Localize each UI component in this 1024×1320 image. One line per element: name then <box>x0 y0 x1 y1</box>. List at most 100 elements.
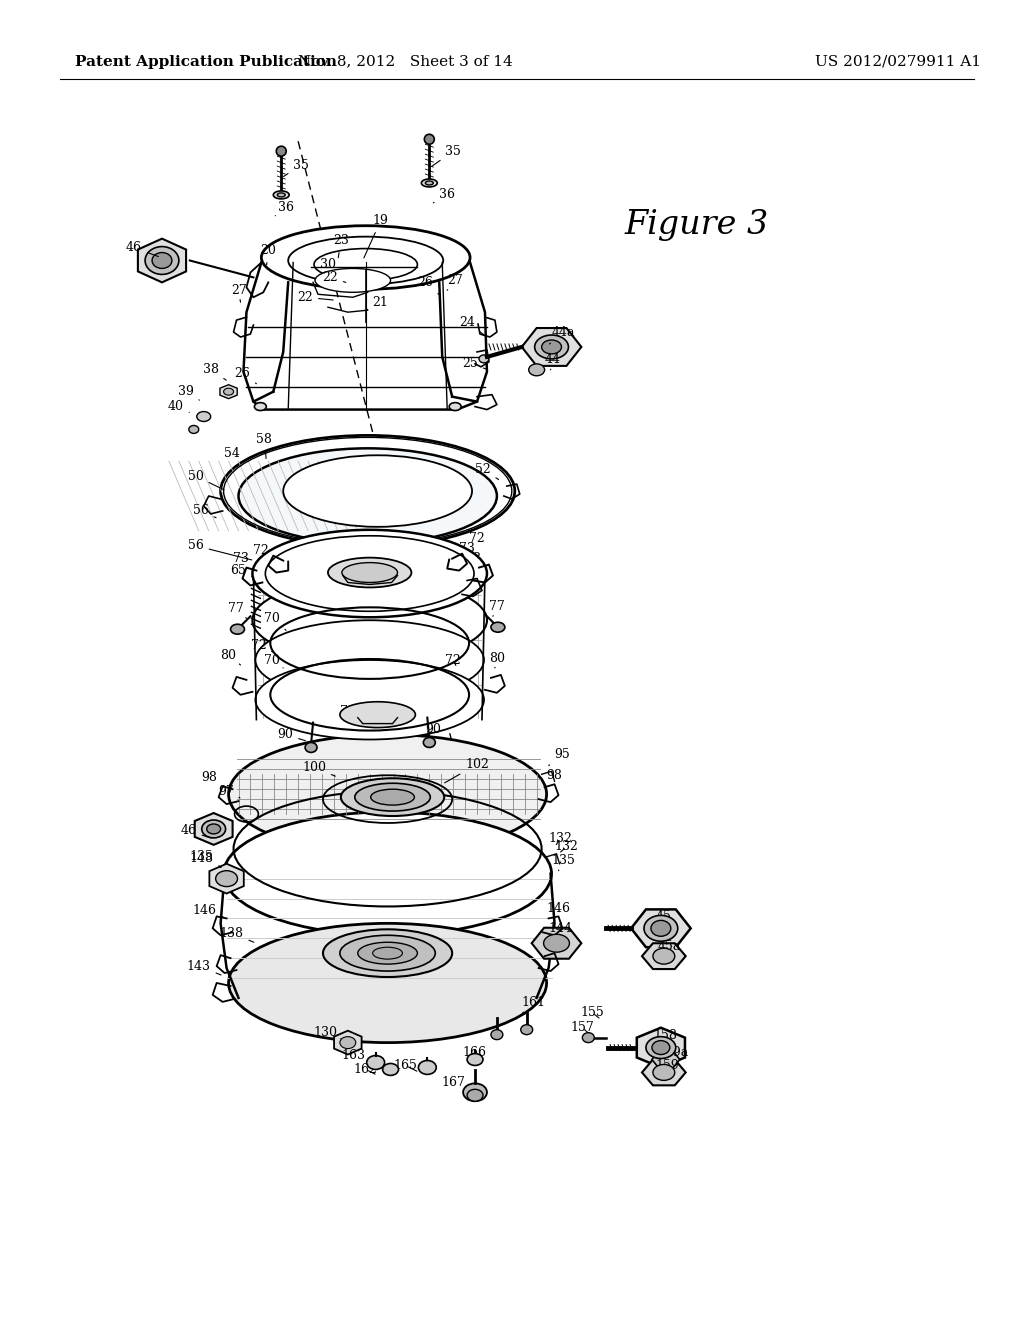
Text: 90: 90 <box>425 723 441 737</box>
Text: 35: 35 <box>284 158 309 177</box>
Text: 102: 102 <box>444 758 489 783</box>
Ellipse shape <box>239 449 497 544</box>
Text: 22: 22 <box>323 271 346 284</box>
Polygon shape <box>334 1031 361 1055</box>
Polygon shape <box>637 1028 685 1068</box>
Text: 162: 162 <box>353 1063 378 1076</box>
Ellipse shape <box>230 624 245 634</box>
Text: 80: 80 <box>220 648 241 665</box>
Text: 30: 30 <box>321 257 336 271</box>
Ellipse shape <box>354 783 430 810</box>
Text: 158: 158 <box>654 1030 678 1043</box>
Text: 65: 65 <box>230 564 254 577</box>
Polygon shape <box>195 813 232 845</box>
Text: 24: 24 <box>459 315 484 335</box>
Ellipse shape <box>216 871 238 887</box>
Text: 100: 100 <box>302 760 335 776</box>
Ellipse shape <box>425 181 433 185</box>
Ellipse shape <box>228 924 547 1043</box>
Text: 46: 46 <box>126 242 159 256</box>
Ellipse shape <box>228 734 547 854</box>
Ellipse shape <box>342 562 397 582</box>
Ellipse shape <box>305 742 317 752</box>
Ellipse shape <box>340 936 435 972</box>
Ellipse shape <box>521 1024 532 1035</box>
Ellipse shape <box>652 1040 670 1055</box>
Polygon shape <box>631 909 690 948</box>
Text: 38: 38 <box>203 363 226 380</box>
Text: 78: 78 <box>340 705 367 718</box>
Text: 21: 21 <box>366 296 388 310</box>
Text: 20: 20 <box>260 244 276 265</box>
Ellipse shape <box>340 1036 355 1048</box>
Text: 138: 138 <box>219 927 254 942</box>
Text: 40: 40 <box>168 400 189 413</box>
Text: 19: 19 <box>364 214 388 257</box>
Text: 78: 78 <box>465 552 481 569</box>
Polygon shape <box>642 1060 686 1085</box>
Ellipse shape <box>421 180 437 187</box>
Ellipse shape <box>253 529 487 618</box>
Polygon shape <box>209 863 244 894</box>
Text: 148: 148 <box>189 853 221 867</box>
Ellipse shape <box>535 335 568 359</box>
Polygon shape <box>652 1051 680 1068</box>
Ellipse shape <box>419 1060 436 1074</box>
Ellipse shape <box>423 738 435 747</box>
Text: 36: 36 <box>275 202 294 215</box>
Text: 72: 72 <box>251 639 273 652</box>
Ellipse shape <box>276 147 287 156</box>
Ellipse shape <box>255 660 484 739</box>
Text: 23: 23 <box>333 234 349 257</box>
Text: 161: 161 <box>522 997 546 1012</box>
Ellipse shape <box>463 1084 487 1101</box>
Ellipse shape <box>357 942 418 964</box>
Ellipse shape <box>467 1089 483 1101</box>
Polygon shape <box>642 944 686 969</box>
Text: 146: 146 <box>547 902 570 919</box>
Ellipse shape <box>202 820 225 838</box>
Text: 46: 46 <box>181 825 211 838</box>
Text: 157: 157 <box>570 1022 594 1034</box>
Text: 72: 72 <box>462 532 484 548</box>
Ellipse shape <box>490 622 505 632</box>
Ellipse shape <box>383 1064 398 1076</box>
Text: 54: 54 <box>223 446 240 467</box>
Text: 26: 26 <box>418 276 440 296</box>
Ellipse shape <box>341 779 444 816</box>
Ellipse shape <box>152 252 172 268</box>
Ellipse shape <box>490 1030 503 1040</box>
Ellipse shape <box>373 948 402 960</box>
Text: 22: 22 <box>297 290 333 304</box>
Text: 67: 67 <box>462 560 478 572</box>
Ellipse shape <box>273 191 289 199</box>
Text: 163: 163 <box>342 1049 370 1063</box>
Ellipse shape <box>328 557 412 587</box>
Text: 144: 144 <box>549 921 572 939</box>
Polygon shape <box>522 329 582 366</box>
Text: US 2012/0279911 A1: US 2012/0279911 A1 <box>815 54 981 69</box>
Text: 70: 70 <box>264 653 284 668</box>
Text: 35: 35 <box>431 145 461 166</box>
Ellipse shape <box>261 226 470 289</box>
Text: 44: 44 <box>545 354 560 370</box>
Text: 45a: 45a <box>657 940 681 953</box>
Ellipse shape <box>371 789 415 805</box>
Text: 73: 73 <box>232 552 256 568</box>
Ellipse shape <box>220 436 515 546</box>
Text: 159: 159 <box>656 1059 680 1072</box>
Text: 36: 36 <box>433 189 456 203</box>
Text: 159a: 159a <box>657 1045 689 1059</box>
Text: 27: 27 <box>230 284 247 302</box>
Ellipse shape <box>255 620 484 700</box>
Ellipse shape <box>315 268 390 292</box>
Text: 56: 56 <box>187 539 252 560</box>
Ellipse shape <box>653 1064 675 1080</box>
Ellipse shape <box>450 403 461 411</box>
Text: 167: 167 <box>441 1076 469 1089</box>
Ellipse shape <box>528 364 545 376</box>
Text: 45: 45 <box>656 909 672 923</box>
Text: 52: 52 <box>475 463 499 479</box>
Text: 50: 50 <box>187 470 224 490</box>
Text: 130: 130 <box>314 1026 343 1040</box>
